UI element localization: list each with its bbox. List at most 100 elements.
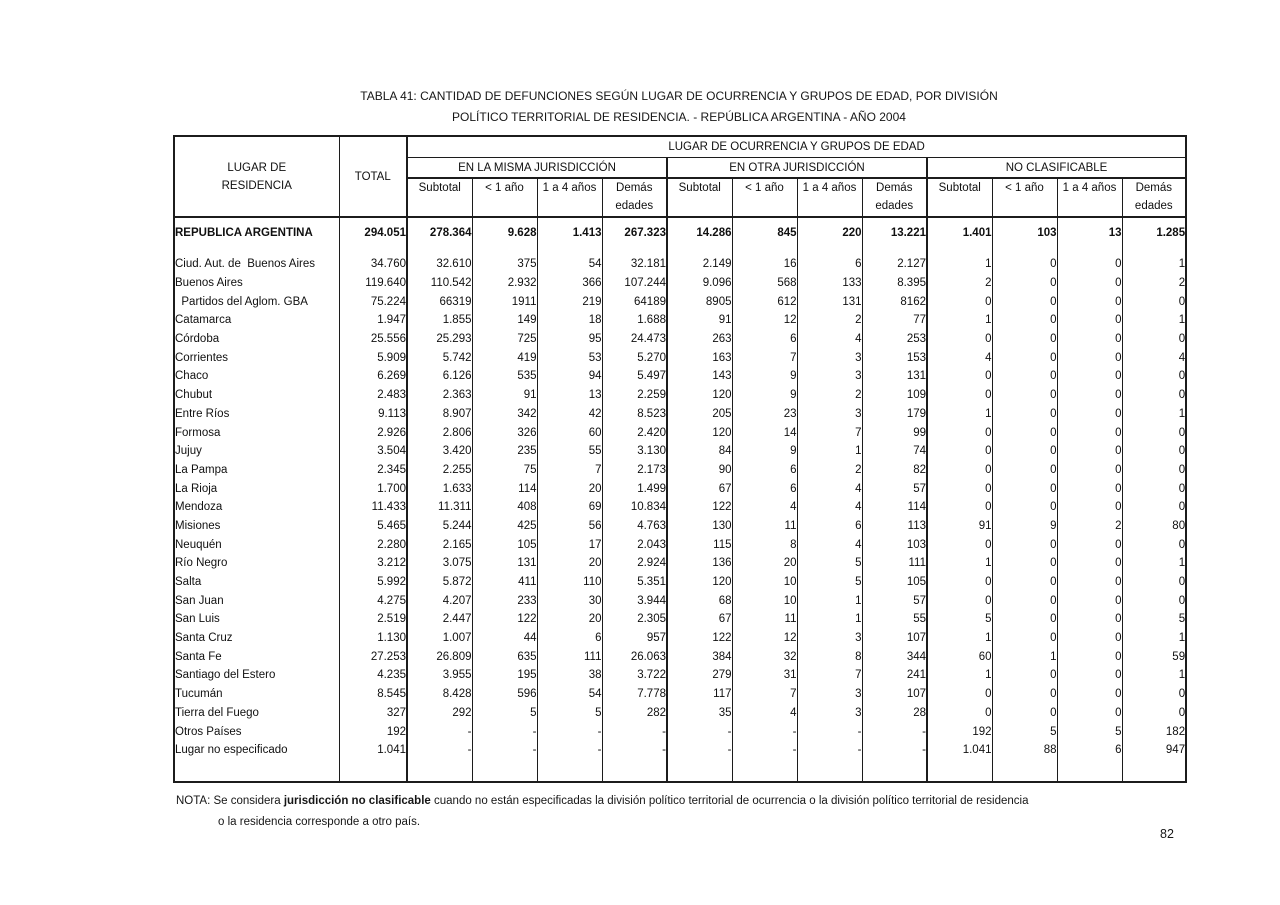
cell: 153 [862,348,928,368]
cell: 67 [667,610,733,629]
cell: 5.992 [339,572,408,592]
table-row: Lugar no especificado 1.041- - - - - - - -1.041 8… [174,740,1186,760]
cell: 0 [992,497,1058,517]
cell: 90 [667,460,733,480]
cell: 0 [1057,628,1123,648]
cell: 120 [667,385,733,405]
table-row: Otros Países 192- - - - - - - -192 5 5 182 [174,722,1186,741]
cell: 38 [537,666,603,685]
cell: 26.809 [407,647,473,667]
cell: 117 [667,684,733,704]
cell: - [732,740,798,760]
row-label: Catamarca [174,311,340,330]
row-label: Neuquén [174,535,340,554]
cell: 6 [732,460,798,480]
row-label: La Rioja [174,479,340,498]
cell [797,247,863,255]
cell: 4.763 [602,516,668,536]
cell: 1.499 [602,479,668,498]
cell: 5 [1178,613,1186,626]
cell: - [862,722,928,741]
cell: 2.127 [862,255,928,274]
cell: 7 [797,423,863,442]
column-header-sub: < 1 año [992,178,1058,218]
cell: 64189 [602,292,668,312]
cell: 5 [1057,722,1123,741]
cell: 2.043 [602,535,668,554]
table-row: La Rioja 1.700 1.633 114 20 1.499 67 6 4 57 0 0 0 0 [174,479,1186,498]
cell: - [407,722,473,741]
cell: 375 [472,255,538,274]
cell: 1 [992,647,1058,667]
cell: 4 [1178,351,1186,364]
cell: 13.221 [862,217,928,247]
cell: 9 [732,385,798,405]
table-row: Partidos del Aglom. GBA 75.224 66319 1911 21… [174,292,1186,312]
cell: 99 [862,423,928,442]
cell: 23 [732,404,798,424]
cell: 131 [472,554,538,573]
table-row: Corrientes 5.909 5.742 419 53 5.270 163 7 3 153 4 0… [174,348,1186,368]
cell: - [732,722,798,741]
cell: 10 [732,572,798,592]
cell: 0 [992,404,1058,424]
cell [667,759,733,782]
cell: 1.413 [537,217,603,247]
cell: 17 [537,535,603,554]
cell: 5.872 [407,572,473,592]
cell: 42 [537,404,603,424]
cell: 8905 [667,292,733,312]
row-label: Corrientes [174,348,340,368]
document-title: TABLA 41: CANTIDAD DE DEFUNCIONES SEGÚN … [173,86,1185,128]
cell: 0 [927,591,993,611]
table-row: Buenos Aires 119.640 110.542 2.932 366 107.24… [174,273,1186,293]
cell: 88 [992,740,1058,760]
cell: 20 [537,610,603,629]
cell: 91 [472,385,538,405]
cell: 44 [472,628,538,648]
cell: 60 [927,647,993,667]
cell: 1.041 [339,740,408,760]
cell: 0 [992,311,1058,330]
cell: 0 [1057,666,1123,685]
cell: 28 [862,703,928,723]
cell: 109 [862,385,928,405]
cell: 0 [1057,385,1123,405]
cell: 2.420 [602,423,668,442]
cell: 0 [1057,535,1123,554]
cell: 143 [667,367,733,386]
cell: 1 [927,666,993,685]
cell: 9 [992,516,1058,536]
cell: 66319 [407,292,473,312]
footnote-bold-term: jurisdicción no clasificable [283,795,431,807]
cell: 57 [862,591,928,611]
cell: 3.420 [407,441,473,461]
cell: 0 [1178,426,1186,439]
cell: 0 [927,292,993,312]
cell: 32.181 [602,255,668,274]
table-row: Río Negro 3.212 3.075 131 20 2.924 136 20 5 111 1 0… [174,554,1186,573]
row-label: Ciud. Aut. de Buenos Aires [174,255,340,274]
cell: 4 [732,497,798,517]
cell: 1.700 [339,479,408,498]
header-row-top: LUGAR DE RESIDENCIA TOTAL LUGAR DE OCURR… [174,136,1187,218]
cell: 68 [667,591,733,611]
column-header-sub: Demás edades [1122,178,1187,218]
cell: 0 [992,610,1058,629]
cell [992,759,1058,782]
cell: - [602,722,668,741]
deaths-by-jurisdiction-table: LUGAR DE RESIDENCIA TOTAL LUGAR DE OCURR… [173,135,1188,783]
cell: 0 [1178,706,1186,719]
cell: 8162 [862,292,928,312]
cell: 3.212 [339,554,408,573]
cell: 0 [1178,333,1186,346]
row-label: La Pampa [174,460,340,480]
table-row: Catamarca 1.947 1.855 149 18 1.688 91 12 2 77 1 0 0 1 [174,311,1186,330]
cell: 0 [1178,538,1186,551]
cell: 219 [537,292,603,312]
cell: - [797,740,863,760]
cell: 2.363 [407,385,473,405]
row-label: San Luis [174,610,340,629]
cell: 1 [927,554,993,573]
cell [339,759,408,782]
